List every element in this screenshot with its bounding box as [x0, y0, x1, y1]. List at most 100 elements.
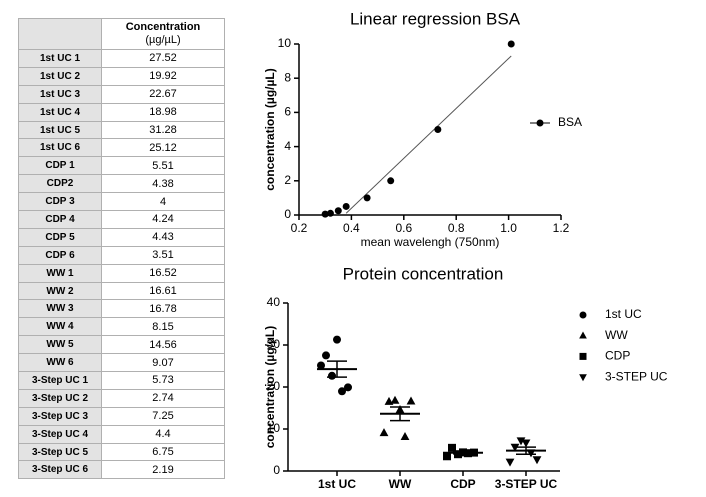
- data-point: [505, 458, 515, 467]
- row-label: CDP 1: [18, 156, 102, 176]
- data-point: [387, 177, 395, 185]
- data-point: [448, 443, 456, 452]
- y-tick-label: 0: [273, 463, 280, 477]
- row-label: 1st UC 4: [18, 102, 102, 122]
- legend-marker: [579, 311, 587, 319]
- data-point: [516, 437, 526, 446]
- row-value: 4.38: [101, 174, 225, 194]
- data-point: [532, 456, 542, 465]
- data-point: [326, 209, 334, 217]
- y-tick-label: 4: [284, 139, 291, 153]
- chart-title: Protein concentration: [343, 264, 504, 283]
- chart-title: Linear regression BSA: [350, 9, 521, 28]
- regression-line: [345, 55, 512, 214]
- data-point: [317, 361, 325, 370]
- header-cell: Concentration (µg/µL): [101, 18, 225, 50]
- x-tick-label: 1.0: [500, 221, 517, 235]
- x-axis-label: mean wavelengh (750nm): [361, 235, 500, 249]
- legend-label: WW: [605, 328, 628, 342]
- row-label: 3-Step UC 6: [18, 460, 102, 480]
- row-value: 18.98: [101, 102, 225, 122]
- legend-label: CDP: [605, 349, 630, 363]
- table-row: 3-Step UC 3 7.25: [18, 406, 225, 426]
- table-row: 3-Step UC 5 6.75: [18, 442, 225, 462]
- legend-label: 1st UC: [605, 307, 642, 321]
- data-point: [338, 387, 346, 396]
- y-tick-label: 40: [267, 295, 281, 309]
- row-label: CDP 5: [18, 227, 102, 247]
- data-point: [363, 194, 371, 202]
- legend-marker: [579, 331, 587, 339]
- row-value: 16.78: [101, 299, 225, 319]
- x-tick-label: 0.8: [448, 221, 465, 235]
- legend-label: 3-STEP UC: [605, 369, 668, 383]
- row-value: 2.19: [101, 460, 225, 480]
- table-row: WW 1 16.52: [18, 263, 225, 283]
- row-label: CDP2: [18, 174, 102, 194]
- concentration-table: Concentration (µg/µL) 1st UC 1 27.52 1st UC …: [18, 18, 225, 480]
- header-label: Concentration: [125, 21, 201, 33]
- row-value: 27.52: [101, 49, 225, 68]
- row-label: 1st UC 2: [18, 66, 102, 86]
- header-unit: (µg/µL): [145, 34, 181, 46]
- legend-marker: [579, 352, 587, 360]
- x-tick-label: 0.6: [395, 221, 412, 235]
- data-point: [379, 428, 389, 437]
- legend-marker: [579, 374, 587, 382]
- row-value: 6.75: [101, 442, 225, 462]
- data-point: [321, 210, 329, 218]
- row-label: 1st UC 6: [18, 138, 102, 158]
- data-point: [406, 396, 416, 405]
- table-row: 3-Step UC 2 2.74: [18, 388, 225, 408]
- y-tick-label: 6: [284, 105, 291, 119]
- x-tick-label: 1.2: [553, 221, 570, 235]
- data-point: [521, 439, 531, 448]
- data-point: [507, 40, 515, 48]
- legend-marker: [536, 119, 544, 127]
- x-tick-label: CDP: [450, 477, 475, 491]
- data-point: [510, 443, 520, 452]
- y-axis-label: concentration (µg/µL): [263, 326, 277, 449]
- x-tick-label: 0.4: [343, 221, 360, 235]
- y-tick-label: 10: [267, 421, 281, 435]
- row-value: 2.74: [101, 388, 225, 408]
- legend-label: BSA: [558, 115, 582, 129]
- table-row: 1st UC 3 22.67: [18, 84, 225, 104]
- data-point: [344, 383, 352, 392]
- row-label: WW 4: [18, 317, 102, 337]
- y-tick-label: 10: [278, 36, 292, 50]
- row-value: 7.25: [101, 406, 225, 426]
- y-tick-label: 30: [267, 337, 281, 351]
- y-axis-label: concentration (µg/µL): [263, 68, 277, 191]
- table-row: WW 3 16.78: [18, 299, 225, 319]
- x-tick-label: 0.2: [291, 221, 308, 235]
- header-row: Concentration (µg/µL): [18, 18, 225, 50]
- data-point: [328, 371, 336, 380]
- data-point: [443, 452, 451, 461]
- y-tick-label: 8: [284, 70, 291, 84]
- y-tick-label: 20: [267, 379, 281, 393]
- y-tick-label: 2: [284, 173, 291, 187]
- table-row: CDP 5 4.43: [18, 227, 225, 247]
- row-label: 3-Step UC 3: [18, 406, 102, 426]
- x-tick-label: 1st UC: [318, 477, 356, 491]
- data-point: [434, 126, 442, 133]
- data-point: [333, 335, 341, 344]
- row-label: WW 1: [18, 263, 102, 283]
- header-corner: [18, 18, 102, 50]
- table-row: 3-Step UC 6 2.19: [18, 460, 225, 480]
- data-point: [400, 431, 410, 440]
- table-row: WW 6 9.07: [18, 353, 225, 373]
- table-row: 1st UC 4 18.98: [18, 102, 225, 122]
- table-row: WW 2 16.61: [18, 281, 225, 301]
- data-point: [342, 202, 350, 210]
- data-point: [334, 207, 342, 215]
- table-row: CDP2 4.38: [18, 174, 225, 194]
- table-row: CDP 1 5.51: [18, 156, 225, 176]
- table-row: 1st UC 6 25.12: [18, 138, 225, 158]
- row-label: 3-Step UC 5: [18, 442, 102, 462]
- data-point: [322, 351, 330, 360]
- x-tick-label: 3-STEP UC: [495, 477, 558, 491]
